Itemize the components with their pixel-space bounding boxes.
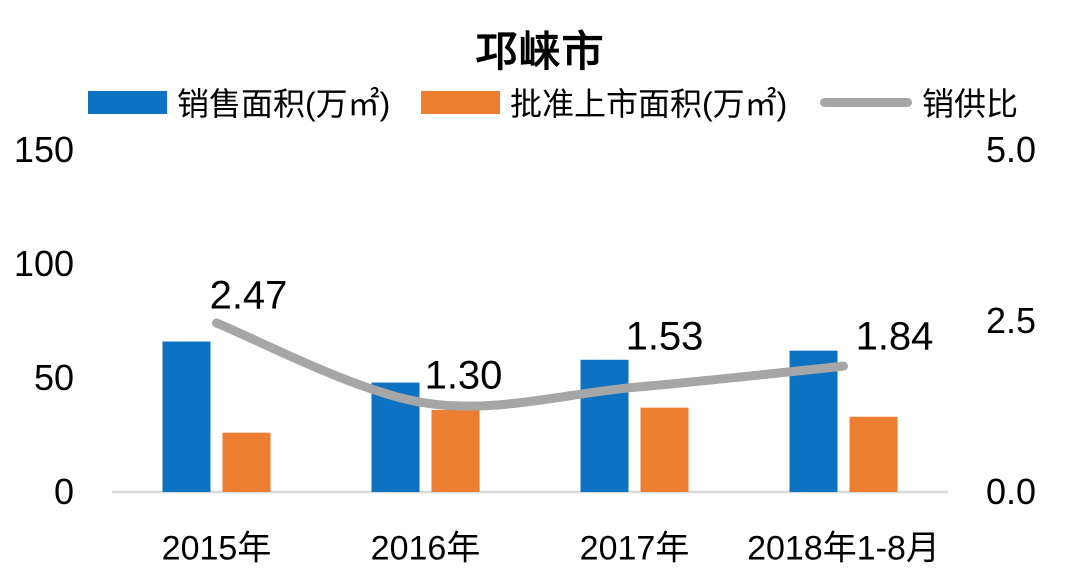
bar-approved-area-3 <box>849 416 898 492</box>
approved-area-swatch-icon <box>421 90 500 114</box>
supply-ratio-line-swatch-icon <box>820 97 912 107</box>
supply-ratio-data-label: 2.47 <box>209 273 288 318</box>
supply-ratio-data-label: 1.84 <box>855 314 934 359</box>
bar-approved-area-0 <box>222 432 271 492</box>
x-axis-category-label: 2017年 <box>579 529 690 568</box>
legend-label: 销售面积(万㎡) <box>177 86 391 122</box>
legend-label: 销供比 <box>922 86 1019 122</box>
supply-ratio-line <box>212 318 848 411</box>
legend-label: 批准上市面积(万㎡) <box>510 86 788 122</box>
bar-approved-area-2 <box>640 407 689 492</box>
left-axis-tick: 150 <box>13 129 74 170</box>
bar-sales-area-0 <box>162 341 211 492</box>
right-axis-tick: 0.0 <box>986 471 1037 512</box>
x-axis-category-label: 2018年1-8月 <box>747 529 940 568</box>
right-axis-tick: 5.0 <box>986 129 1037 170</box>
right-axis-tick: 2.5 <box>986 300 1037 341</box>
supply-ratio-data-label: 1.53 <box>625 314 704 359</box>
left-axis-tick: 100 <box>13 243 74 284</box>
legend: 销售面积(万㎡) 批准上市面积(万㎡) 销供比 <box>0 84 1080 124</box>
legend-item-sales-area: 销售面积(万㎡) <box>88 84 390 122</box>
legend-item-approved-area: 批准上市面积(万㎡) <box>421 84 787 122</box>
chart-title: 邛崃市 <box>475 28 605 75</box>
x-axis-category-label: 2015年 <box>161 529 272 568</box>
bar-sales-area-2 <box>580 359 629 492</box>
supply-ratio-data-label: 1.30 <box>424 353 503 398</box>
bar-approved-area-1 <box>431 409 480 492</box>
legend-item-supply-ratio: 销供比 <box>820 84 1018 122</box>
left-axis-tick: 0 <box>53 471 74 512</box>
x-axis-category-label: 2016年 <box>370 529 481 568</box>
sales-area-swatch-icon <box>88 90 167 114</box>
left-axis-tick: 50 <box>33 357 74 398</box>
